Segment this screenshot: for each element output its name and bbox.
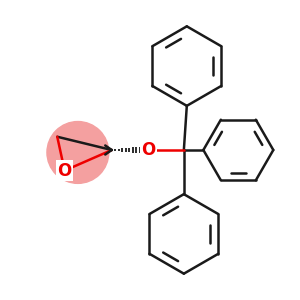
- Text: O: O: [141, 141, 156, 159]
- Circle shape: [47, 122, 109, 183]
- Polygon shape: [57, 137, 112, 171]
- Text: O: O: [58, 162, 72, 180]
